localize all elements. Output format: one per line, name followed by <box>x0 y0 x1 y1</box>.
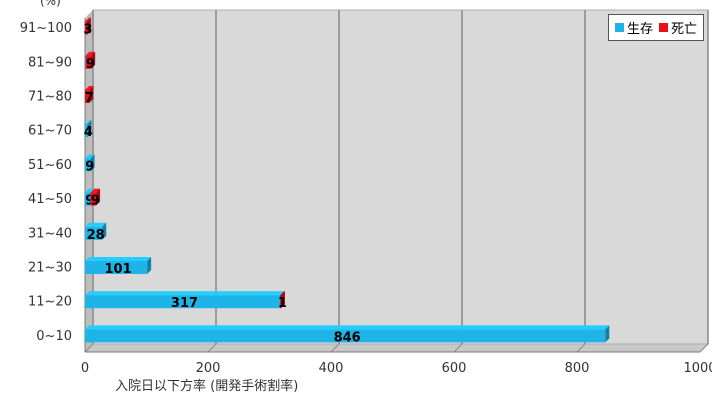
data-label-alive: 101 <box>104 262 131 277</box>
bar-side-face <box>91 51 96 69</box>
bar-alive <box>85 261 148 274</box>
bar-top-face <box>85 154 95 159</box>
data-label-alive: 9 <box>85 159 94 174</box>
legend-item-dead: 死亡 <box>658 18 697 37</box>
plot-floor <box>85 344 708 352</box>
legend-swatch-dead <box>658 23 668 32</box>
bar-top-face <box>85 188 95 193</box>
bar-side-face <box>280 291 285 309</box>
y-tick-label: 0~10 <box>36 329 72 344</box>
data-label-alive: 9 <box>85 194 94 209</box>
x-tick-label: 0 <box>81 361 89 376</box>
bar-top-face <box>85 51 96 56</box>
y-tick-label: 91~100 <box>20 21 72 36</box>
bar-dead <box>85 90 90 103</box>
x-tick-label: 200 <box>196 361 221 376</box>
bar-top-face <box>85 222 107 227</box>
bar-top-face <box>85 257 152 261</box>
bar-top-face <box>85 291 284 296</box>
data-label-alive: 317 <box>171 296 198 311</box>
bar-alive <box>85 158 91 172</box>
data-label-dead: 9 <box>86 57 95 72</box>
plot-background <box>92 9 709 345</box>
bar-side-face <box>102 222 107 240</box>
bar-dead <box>279 295 281 309</box>
x-gridline-floor <box>84 343 94 353</box>
data-label-alive: 846 <box>334 330 361 345</box>
x-tick-label: 400 <box>319 361 344 376</box>
y-tick-label: 81~90 <box>28 55 72 70</box>
legend: 生存 死亡 <box>607 14 704 41</box>
bar-alive <box>85 124 88 138</box>
bar-alive <box>85 226 103 240</box>
y-tick-label: 11~20 <box>28 295 72 310</box>
y-tick-label: 71~80 <box>28 90 72 105</box>
data-label-dead: 7 <box>85 91 94 106</box>
x-tick-label: 600 <box>442 361 467 376</box>
data-label-alive: 4 <box>84 125 93 140</box>
legend-swatch-alive <box>614 23 624 32</box>
y-axis-unit-label: (%) <box>40 0 61 8</box>
bar-side-face <box>96 188 101 206</box>
bar-side-face <box>87 120 92 138</box>
x-gridline-floor <box>330 343 340 353</box>
x-gridline-floor <box>699 343 709 353</box>
data-label-dead: 3 <box>83 23 92 38</box>
bar-top-face <box>85 17 91 22</box>
x-gridline-floor <box>207 343 217 353</box>
bar-dead <box>90 192 97 206</box>
data-label-dead: 9 <box>91 194 100 209</box>
y-tick-label: 51~60 <box>28 158 72 173</box>
x-axis-label: 入院日以下方率 (開発手術割率) <box>115 379 299 394</box>
x-tick-label: 800 <box>565 361 590 376</box>
bar-side-face <box>605 325 610 343</box>
bar-alive <box>85 295 280 309</box>
bar-dead <box>85 21 87 35</box>
bar-dead <box>85 55 92 69</box>
y-tick-label: 41~50 <box>28 192 72 207</box>
bar-alive <box>85 55 86 69</box>
legend-label-alive: 生存 <box>626 22 653 37</box>
bar-alive <box>85 329 606 343</box>
bar-side-face <box>89 86 94 103</box>
data-label-alive: 28 <box>87 228 105 243</box>
x-gridline-floor <box>453 343 463 353</box>
bar-side-face <box>86 17 91 35</box>
x-gridline-floor <box>576 343 586 353</box>
bar-top-face <box>85 86 94 90</box>
data-label-dead: 1 <box>278 296 287 311</box>
bar-top-face <box>85 325 610 330</box>
y-tick-label: 21~30 <box>28 261 72 276</box>
legend-label-dead: 死亡 <box>670 22 697 37</box>
y-tick-label: 61~70 <box>28 124 72 139</box>
bar-side-face <box>90 154 95 172</box>
bar-side-face <box>147 257 152 274</box>
bar-top-face <box>279 291 285 296</box>
y-tick-label: 31~40 <box>28 226 72 241</box>
bar-top-face <box>90 188 101 193</box>
bar-top-face <box>85 120 92 125</box>
bar-alive <box>85 192 91 206</box>
legend-item-alive: 生存 <box>614 18 653 37</box>
